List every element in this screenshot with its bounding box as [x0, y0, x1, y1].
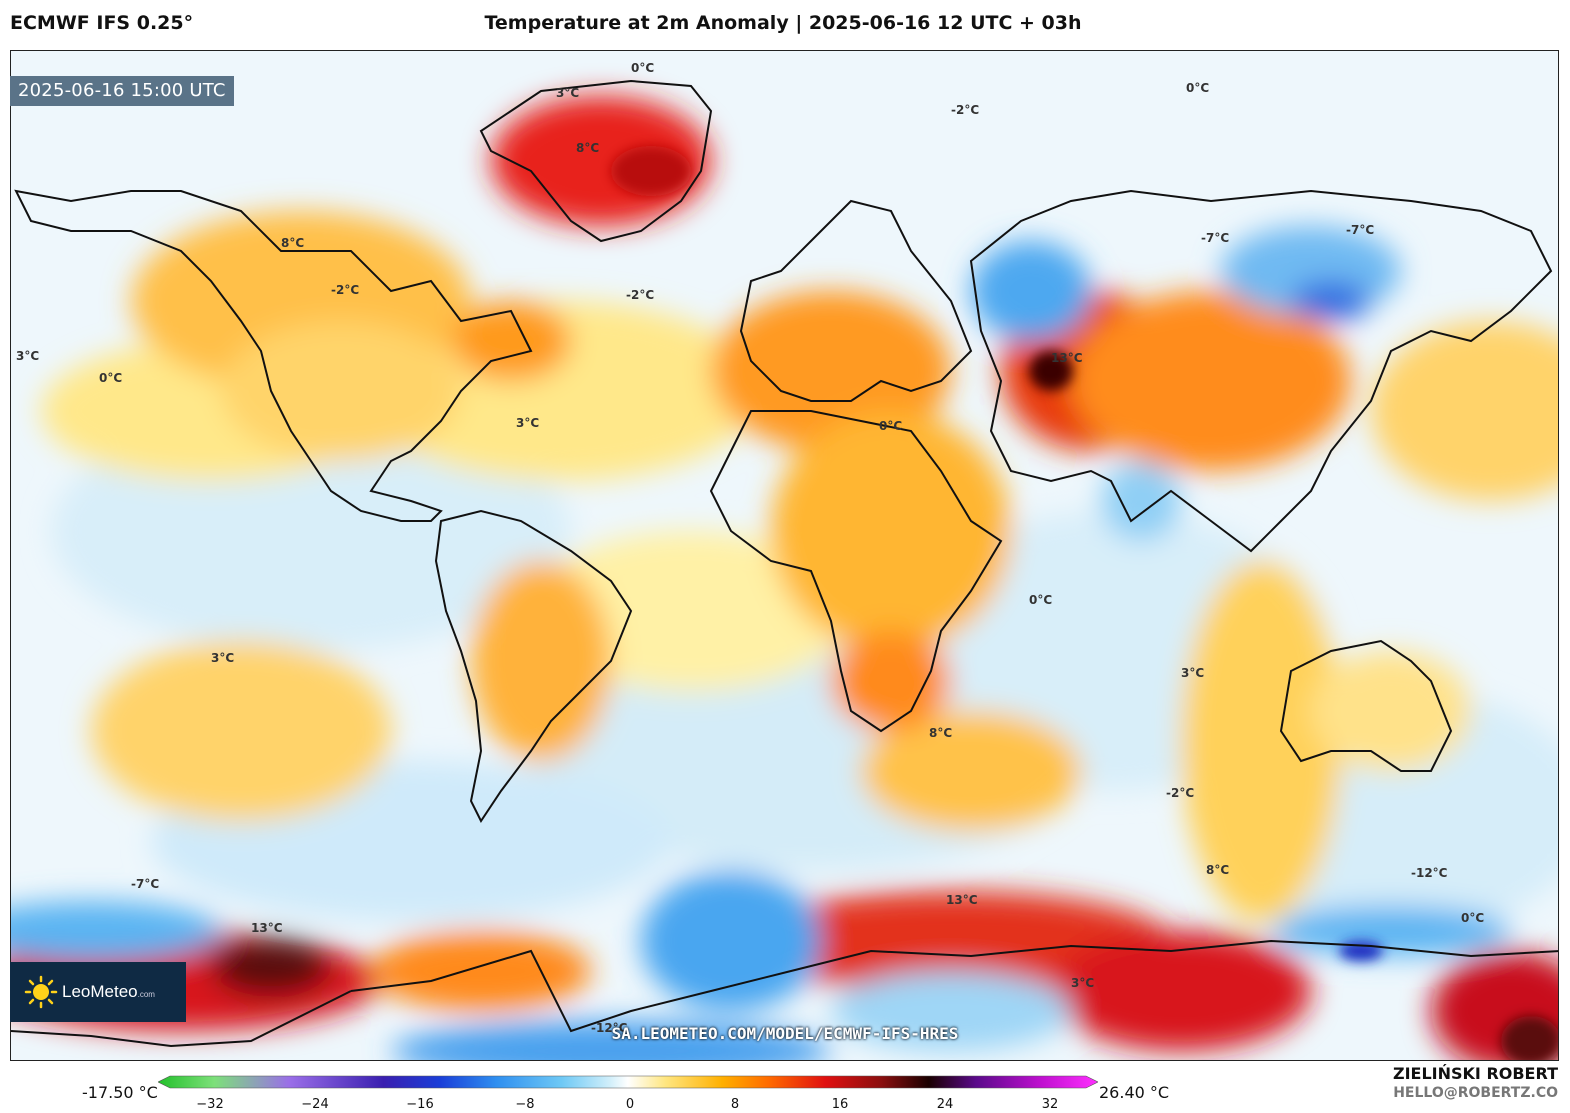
isotherm-label: -2°C [951, 103, 980, 117]
isotherm-label: 0°C [1029, 593, 1053, 607]
isotherm-label: -7°C [131, 877, 160, 891]
isotherm-label: -7°C [1201, 231, 1230, 245]
author-name: ZIELIŃSKI ROBERT [1392, 1064, 1558, 1083]
isotherm-label: -2°C [1166, 786, 1195, 800]
sun-icon [24, 975, 58, 1009]
isotherm-label: 0°C [879, 419, 903, 433]
colorbar-tick: 32 [1041, 1097, 1059, 1112]
isotherm-label: -12°C [591, 1021, 628, 1035]
isotherm-label: 0°C [631, 61, 655, 75]
isotherm-label: 3°C [211, 651, 235, 665]
isotherm-label: 8°C [929, 726, 953, 740]
isotherm-label: 13°C [946, 893, 978, 907]
temperature-anomaly-map[interactable]: 0°C 3°C 8°C -2°C -7°C 13°C -12°C 0°C 3°C… [10, 50, 1559, 1061]
isotherm-label: 0°C [1186, 81, 1210, 95]
isotherm-label: 8°C [1206, 863, 1230, 877]
model-name: ECMWF IFS 0.25° [10, 12, 194, 34]
valid-time-badge: 2025-06-16 15:00 UTC [10, 76, 234, 106]
colorbar-min-label: -17.50 °C [82, 1083, 158, 1102]
isotherm-label: 8°C [576, 141, 600, 155]
colorbar-tick: −24 [301, 1097, 329, 1112]
isotherm-label: 0°C [1461, 911, 1485, 925]
isotherm-label: 3°C [1181, 666, 1205, 680]
isotherm-label: -12°C [1411, 866, 1448, 880]
colorbar-tick: 8 [730, 1097, 740, 1112]
colorbar-tick: −16 [406, 1097, 434, 1112]
coastlines [11, 79, 1558, 1048]
isotherm-label: 3°C [1071, 976, 1095, 990]
author-email[interactable]: HELLO@ROBERTZ.CO [1393, 1085, 1558, 1101]
isotherm-label: 3°C [556, 86, 580, 100]
colorbar-tick: 24 [936, 1097, 954, 1112]
colorbar-tick: 0 [625, 1097, 635, 1112]
source-url[interactable]: SA.LEOMETEO.COM/MODEL/ECMWF-IFS-HRES [611, 1024, 959, 1043]
leometeo-logo[interactable]: LeoMeteo.com [10, 962, 186, 1022]
colorbar [158, 1075, 1098, 1089]
colorbar-tick: −8 [515, 1097, 535, 1112]
map-field [11, 51, 1558, 1060]
isotherm-label: 13°C [251, 921, 283, 935]
isotherm-label: 3°C [16, 349, 40, 363]
chart-title: Temperature at 2m Anomaly | 2025-06-16 1… [484, 12, 1082, 34]
colorbar-tick: 16 [831, 1097, 849, 1112]
logo-text: LeoMeteo.com [62, 982, 155, 1001]
isotherm-label: 0°C [99, 371, 123, 385]
colorbar-tick: −32 [196, 1097, 224, 1112]
isotherm-label: -7°C [1346, 223, 1375, 237]
isotherm-label: -2°C [626, 288, 655, 302]
isotherm-label: 13°C [1051, 351, 1083, 365]
colorbar-max-label: 26.40 °C [1099, 1083, 1170, 1102]
isotherm-label: 3°C [516, 416, 540, 430]
isotherm-label: -2°C [331, 283, 360, 297]
isotherm-label: 8°C [281, 236, 305, 250]
